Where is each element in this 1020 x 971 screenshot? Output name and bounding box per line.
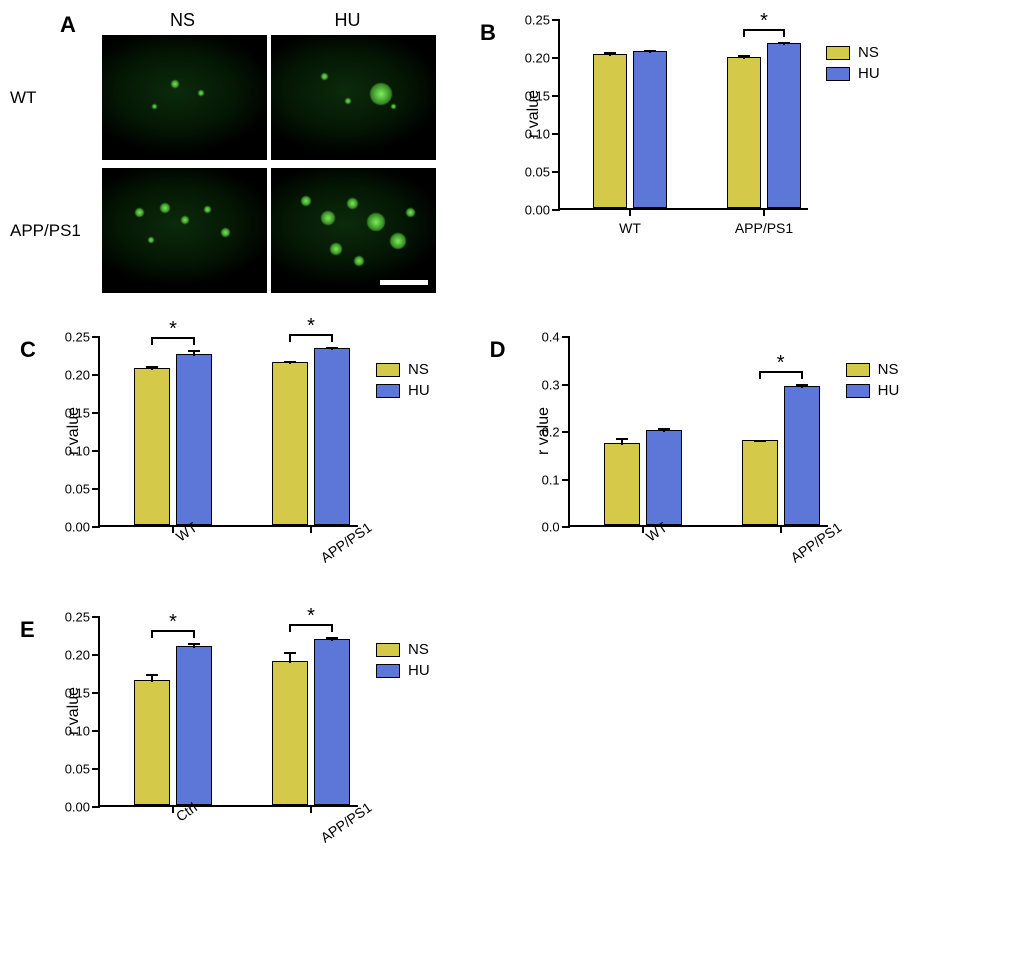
x-tick-label: APP/PS1 (735, 220, 793, 236)
bar-ns (604, 443, 640, 525)
legend-swatch-hu (376, 384, 400, 398)
y-tick-label: 0.10 (52, 444, 90, 459)
legend-e: NS HU (376, 641, 430, 683)
y-tick-label: 0.10 (512, 127, 550, 142)
x-tick-label: WT (619, 220, 641, 236)
panel-e-letter: E (20, 617, 48, 643)
figure: A NS HU WT APP/PS1 (10, 10, 1010, 847)
y-tick-label: 0.15 (52, 406, 90, 421)
bar-hu (314, 639, 350, 805)
panel-b: B r value0.000.050.100.150.200.25WTAPP/P… (480, 20, 880, 250)
y-tick-label: 0.15 (512, 89, 550, 104)
significance-star: * (777, 353, 785, 373)
legend-label-hu: HU (408, 382, 430, 399)
significance-star: * (169, 612, 177, 632)
y-tick-label: 0.3 (522, 377, 560, 392)
y-tick-label: 0.05 (52, 762, 90, 777)
legend-swatch-hu (846, 384, 870, 398)
y-tick-label: 0.25 (52, 610, 90, 625)
panel-a-row-app: APP/PS1 (10, 221, 100, 241)
panel-a-row-wt: WT (10, 88, 100, 108)
significance-star: * (307, 316, 315, 336)
legend-swatch-ns (376, 363, 400, 377)
y-tick-label: 0.2 (522, 425, 560, 440)
significance-star: * (760, 11, 768, 31)
legend-label-ns: NS (408, 641, 429, 658)
legend-swatch-ns (846, 363, 870, 377)
bar-ns (134, 368, 170, 525)
micrograph-wt-hu (271, 35, 436, 160)
bar-ns (742, 440, 778, 525)
panel-a-col-hu: HU (265, 10, 430, 31)
y-tick-label: 0.05 (52, 482, 90, 497)
bar-hu (314, 348, 350, 525)
y-tick-label: 0.00 (512, 203, 550, 218)
panel-d: D r value0.00.10.20.30.4WTAPP/PS1* NS HU (490, 337, 900, 567)
panel-d-letter: D (490, 337, 518, 363)
legend-b: NS HU (826, 44, 880, 86)
legend-swatch-ns (826, 46, 850, 60)
legend-label-hu: HU (858, 65, 880, 82)
y-tick-label: 0.05 (512, 165, 550, 180)
legend-label-ns: NS (878, 361, 899, 378)
bar-hu (767, 43, 801, 208)
micrograph-app-hu (271, 168, 436, 293)
significance-star: * (307, 606, 315, 626)
bar-hu (633, 51, 667, 208)
panel-a-col-ns: NS (100, 10, 265, 31)
y-tick-label: 0.00 (52, 800, 90, 815)
bar-hu (176, 646, 212, 805)
legend-label-hu: HU (878, 382, 900, 399)
x-tick-label: APP/PS1 (318, 519, 375, 566)
legend-d: NS HU (846, 361, 900, 403)
y-tick-label: 0.15 (52, 686, 90, 701)
significance-star: * (169, 319, 177, 339)
panel-b-letter: B (480, 20, 508, 46)
bar-ns (727, 57, 761, 208)
y-tick-label: 0.20 (52, 368, 90, 383)
panel-c: C r value0.000.050.100.150.200.25WTAPP/P… (20, 337, 430, 567)
legend-swatch-ns (376, 643, 400, 657)
panel-e: E r value0.000.050.100.150.200.25CtrlAPP… (20, 617, 430, 847)
legend-swatch-hu (826, 67, 850, 81)
bar-ns (593, 54, 627, 208)
bar-hu (176, 354, 212, 525)
y-tick-label: 0.1 (522, 472, 560, 487)
y-tick-label: 0.20 (512, 51, 550, 66)
scale-bar (380, 280, 428, 285)
legend-label-ns: NS (408, 361, 429, 378)
bar-hu (646, 430, 682, 525)
panel-a-letter: A (60, 12, 76, 38)
y-tick-label: 0.0 (522, 520, 560, 535)
micrograph-app-ns (102, 168, 267, 293)
panel-a: A NS HU WT APP/PS1 (10, 10, 450, 297)
y-tick-label: 0.10 (52, 724, 90, 739)
bar-hu (784, 386, 820, 525)
y-tick-label: 0.20 (52, 648, 90, 663)
bar-ns (134, 680, 170, 805)
y-tick-label: 0.00 (52, 520, 90, 535)
legend-c: NS HU (376, 361, 430, 403)
bar-ns (272, 661, 308, 805)
y-tick-label: 0.4 (522, 330, 560, 345)
x-tick-label: APP/PS1 (318, 799, 375, 846)
panel-c-letter: C (20, 337, 48, 363)
micrograph-wt-ns (102, 35, 267, 160)
bar-ns (272, 362, 308, 525)
y-tick-label: 0.25 (52, 330, 90, 345)
legend-label-ns: NS (858, 44, 879, 61)
legend-label-hu: HU (408, 662, 430, 679)
y-tick-label: 0.25 (512, 13, 550, 28)
legend-swatch-hu (376, 664, 400, 678)
x-tick-label: APP/PS1 (787, 519, 844, 566)
